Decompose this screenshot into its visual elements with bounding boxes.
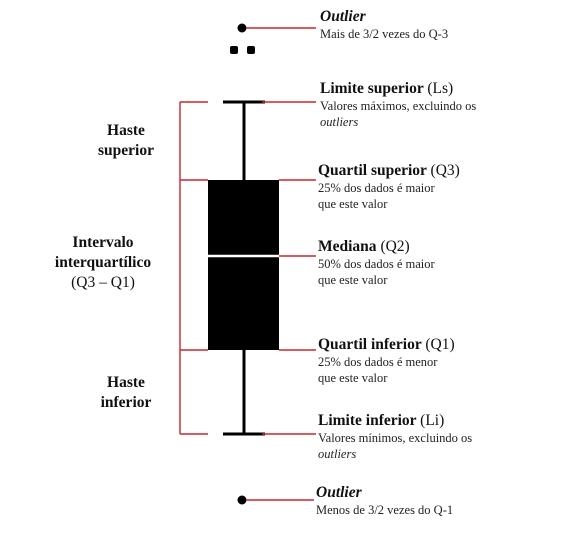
outlier-top-title: Outlier	[320, 8, 366, 25]
outlier-point-top-right	[247, 46, 255, 54]
outlier-top-desc: Mais de 3/2 vezes do Q-3	[320, 27, 449, 41]
outlier-bottom-title: Outlier	[316, 484, 362, 501]
q1-title: Quartil inferior (Q1)	[318, 336, 455, 353]
median-desc: 50% dos dados é maior que este valor	[318, 257, 435, 287]
q1-annotation: Quartil inferior (Q1) 25% dos dados é me…	[318, 336, 455, 386]
q3-annotation: Quartil superior (Q3) 25% dos dados é ma…	[318, 162, 460, 212]
iqr-label-line2: interquartílico	[54, 254, 152, 271]
outlier-point-bottom	[237, 495, 247, 505]
iqr-label-line1: Intervalo	[72, 234, 134, 251]
outlier-bottom-desc: Menos de 3/2 vezes do Q-1	[316, 503, 454, 517]
upper-whisker-label: Haste superior	[72, 121, 180, 161]
outlier-top-annotation: Outlier Mais de 3/2 vezes do Q-3	[320, 8, 448, 42]
q1-desc: 25% dos dados é menor que este valor	[318, 355, 438, 385]
upper-whisker-label-line2: superior	[98, 142, 154, 159]
outlier-point-top-left	[230, 46, 238, 54]
median-annotation: Mediana (Q2) 50% dos dados é maior que e…	[318, 238, 435, 288]
lower-whisker-label: Haste inferior	[72, 373, 180, 413]
upper-limit-desc: Valores máximos, excluindo os outliers	[320, 99, 477, 129]
interquartile-box	[208, 180, 279, 350]
lower-whisker-label-line2: inferior	[100, 394, 152, 411]
upper-limit-annotation: Limite superior (Ls) Valores máximos, ex…	[320, 80, 476, 130]
q3-desc: 25% dos dados é maior que este valor	[318, 181, 435, 211]
lower-limit-desc: Valores mínimos, excluindo os outliers	[318, 431, 473, 461]
lower-limit-title: Limite inferior (Li)	[318, 412, 445, 429]
lower-whisker-label-line1: Haste	[107, 374, 145, 391]
lower-limit-annotation: Limite inferior (Li) Valores mínimos, ex…	[318, 412, 472, 462]
upper-limit-title: Limite superior (Ls)	[320, 80, 454, 97]
median-title: Mediana (Q2)	[318, 238, 410, 255]
upper-whisker-label-line1: Haste	[107, 122, 145, 139]
iqr-label-line3: (Q3 – Q1)	[71, 274, 135, 291]
outlier-bottom-annotation: Outlier Menos de 3/2 vezes do Q-1	[316, 484, 453, 518]
q3-title: Quartil superior (Q3)	[318, 162, 460, 179]
iqr-label: Intervalo interquartílico (Q3 – Q1)	[28, 233, 178, 293]
outlier-point-top	[237, 23, 247, 33]
